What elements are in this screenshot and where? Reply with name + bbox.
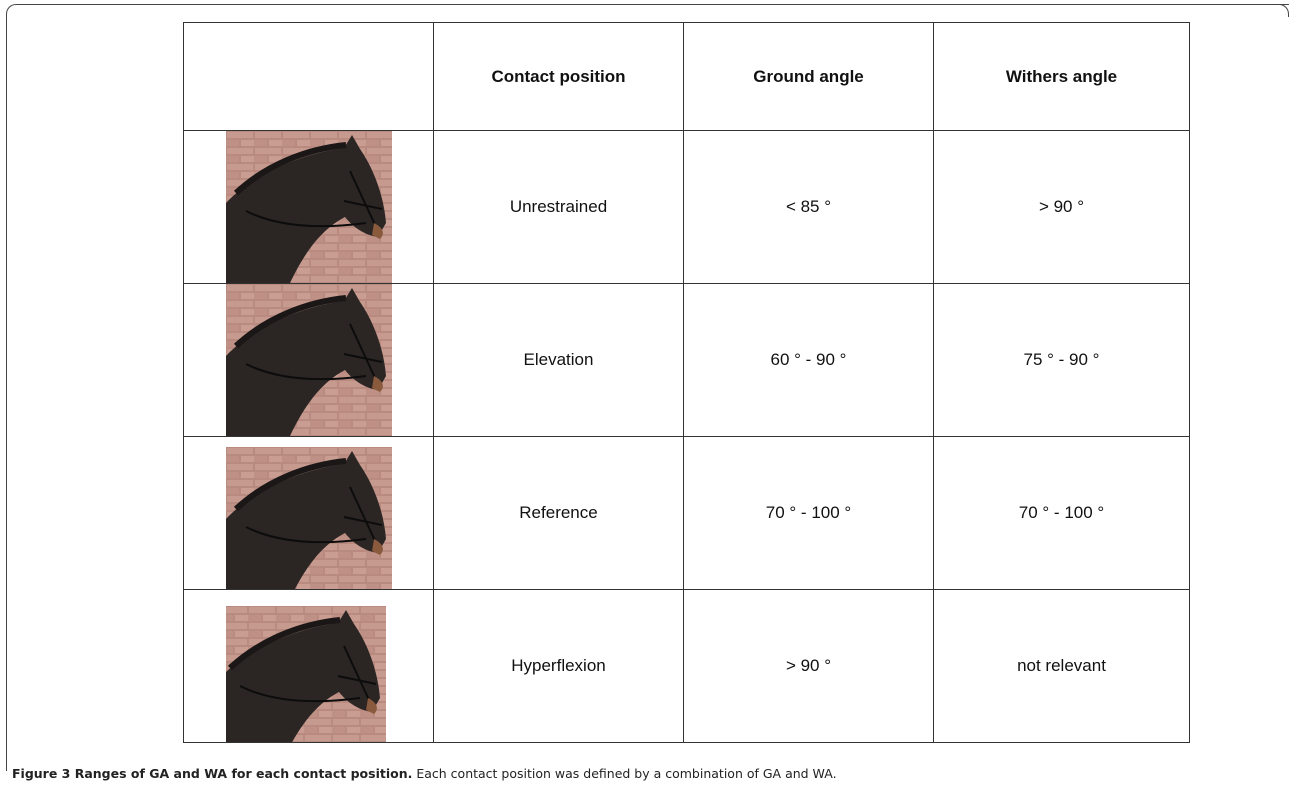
image-cell xyxy=(183,589,434,743)
cell: < 85 ° xyxy=(683,130,934,284)
cell: 70 ° - 100 ° xyxy=(683,436,934,590)
caption-title: Figure 3 Ranges of GA and WA for each co… xyxy=(12,766,413,781)
image-cell xyxy=(183,283,434,437)
cell: Hyperflexion xyxy=(433,589,684,743)
cell: 75 ° - 90 ° xyxy=(933,283,1190,437)
header-cell: Withers angle xyxy=(933,22,1190,131)
caption-text: Each contact position was defined by a c… xyxy=(416,766,837,781)
horse-photo xyxy=(226,590,392,742)
row: Unrestrained < 85 ° > 90 ° xyxy=(183,130,1190,284)
row: Reference 70 ° - 100 ° 70 ° - 100 ° xyxy=(183,436,1190,590)
cell: Unrestrained xyxy=(433,130,684,284)
figure-frame xyxy=(6,4,1289,771)
cell: Elevation xyxy=(433,283,684,437)
contact-table: Contact position Ground angle Withers an… xyxy=(183,22,1190,743)
image-cell xyxy=(183,436,434,590)
horse-photo xyxy=(226,437,392,589)
header-row: Contact position Ground angle Withers an… xyxy=(183,22,1190,131)
cell: > 90 ° xyxy=(683,589,934,743)
row: Elevation 60 ° - 90 ° 75 ° - 90 ° xyxy=(183,283,1190,437)
cell: not relevant xyxy=(933,589,1190,743)
header-cell: Ground angle xyxy=(683,22,934,131)
horse-photo xyxy=(226,131,392,283)
caption: Figure 3 Ranges of GA and WA for each co… xyxy=(12,766,837,781)
cell: Reference xyxy=(433,436,684,590)
cell: > 90 ° xyxy=(933,130,1190,284)
cell: 60 ° - 90 ° xyxy=(683,283,934,437)
header-cell xyxy=(183,22,434,131)
image-cell xyxy=(183,130,434,284)
row: Hyperflexion > 90 ° not relevant xyxy=(183,589,1190,743)
horse-photo xyxy=(226,284,392,436)
header-cell: Contact position xyxy=(433,22,684,131)
cell: 70 ° - 100 ° xyxy=(933,436,1190,590)
